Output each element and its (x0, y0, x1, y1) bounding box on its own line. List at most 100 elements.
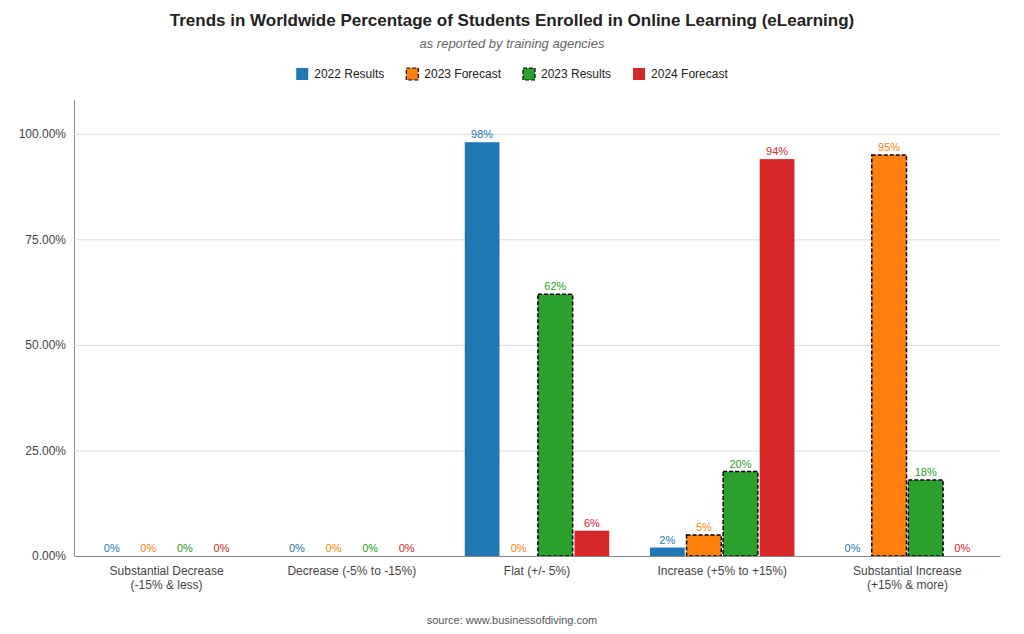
x-tick: Substantial Increase(+15% & more) (853, 564, 962, 592)
legend: 2022 Results 2023 Forecast 2023 Results 202… (296, 67, 728, 81)
bar (723, 472, 758, 556)
x-tick-label-line: Decrease (-5% to -15%) (287, 564, 416, 578)
x-tick-label-line: Substantial Increase (853, 564, 962, 578)
x-tick-label-line: (+15% & more) (867, 578, 948, 592)
y-axis: 0.00% 25.00% 50.00% 75.00% 100.00% (19, 101, 1000, 564)
data-label: 0% (362, 542, 378, 554)
data-label: 6% (584, 517, 600, 529)
data-label: 0% (954, 542, 970, 554)
data-label: 0% (326, 542, 342, 554)
y-tick-label: 0.00% (32, 549, 66, 563)
legend-label: 2023 Forecast (424, 67, 501, 81)
bar (353, 555, 388, 556)
bar (465, 142, 500, 556)
bar (94, 556, 129, 557)
x-tick-label: Decrease (-5% to -15%) (287, 564, 416, 578)
y-tick-label: 75.00% (25, 233, 66, 247)
plot-area: 0.00% 25.00% 50.00% 75.00% 100.00% Substantia… (19, 101, 1001, 592)
title: Trends in Worldwide Percentage of Studen… (170, 11, 855, 30)
bar-series (538, 294, 943, 556)
x-axis-line (75, 556, 1001, 557)
grid-line (74, 345, 1000, 346)
data-label: 94% (766, 145, 788, 157)
bar (872, 155, 907, 556)
bar (168, 555, 203, 556)
x-tick-label: Increase (+5% to +15%) (657, 564, 786, 578)
y-tick-label: 100.00% (19, 127, 67, 141)
x-tick-label: Flat (+/- 5%) (504, 564, 570, 578)
legend-label: 2023 Results (541, 67, 611, 81)
data-label: 0% (177, 542, 193, 554)
bar (908, 480, 943, 556)
source-note: source: www.businessofdiving.com (427, 614, 598, 626)
data-label: 0% (511, 542, 527, 554)
y-tick-label: 50.00% (25, 338, 66, 352)
y-axis-line (74, 101, 75, 557)
data-label: 0% (140, 542, 156, 554)
bar-series (574, 159, 794, 556)
x-tick-label: Substantial Decrease(-15% & less) (110, 564, 224, 592)
bar (501, 555, 536, 556)
legend-item: 2022 Results (296, 67, 384, 81)
x-tick-label-line: Increase (+5% to +15%) (657, 564, 786, 578)
chart-svg: Trends in Worldwide Percentage of Studen… (0, 0, 1024, 634)
grid-line (74, 134, 1000, 135)
bar (945, 556, 980, 557)
data-label: 0% (845, 542, 861, 554)
bar (131, 555, 166, 556)
bar (538, 294, 573, 556)
bar (316, 555, 351, 556)
bar (687, 535, 722, 556)
bar-series (687, 155, 907, 556)
grid-line (74, 450, 1000, 451)
data-label: 2% (659, 534, 675, 546)
bars (465, 142, 943, 556)
chart-container: Trends in Worldwide Percentage of Studen… (0, 0, 1024, 634)
data-label: 0% (399, 542, 415, 554)
data-label: 0% (104, 542, 120, 554)
data-labels: 0% 0% 98% 2% 0% 0% 0% 0% 5% 95% 0% 0% 62% 20% 18% 0% 0% 6… (104, 128, 971, 554)
x-tick-label-line: Substantial Decrease (110, 564, 224, 578)
x-tick-label-line: Flat (+/- 5%) (504, 564, 570, 578)
data-label: 62% (544, 280, 566, 292)
subtitle: as reported by training agencies (419, 36, 605, 51)
data-label: 95% (878, 141, 900, 153)
bar (204, 556, 239, 557)
legend-label: 2022 Results (314, 67, 384, 81)
x-tick-label: Substantial Increase(+15% & more) (853, 564, 962, 592)
legend-label: 2024 Forecast (651, 67, 728, 81)
y-tick: 50.00% (25, 338, 1000, 352)
x-tick-label-line: (-15% & less) (131, 578, 203, 592)
x-axis: Substantial Decrease(-15% & less) Decreas… (75, 557, 1001, 592)
bar (280, 556, 315, 557)
bar (835, 556, 870, 557)
legend-swatch (523, 68, 535, 80)
legend-item: 2024 Forecast (633, 67, 728, 81)
y-tick: 100.00% (19, 127, 1000, 141)
legend-item: 2023 Forecast (406, 67, 501, 81)
data-label: 18% (915, 466, 937, 478)
data-label: 98% (471, 128, 493, 140)
data-label: 5% (696, 521, 712, 533)
legend-item: 2023 Results (523, 67, 611, 81)
x-tick: Flat (+/- 5%) (504, 564, 570, 578)
legend-swatch (633, 68, 645, 80)
x-tick: Substantial Decrease(-15% & less) (110, 564, 224, 592)
legend-swatch (406, 68, 418, 80)
bar (650, 548, 685, 556)
y-tick: 25.00% (25, 444, 1000, 458)
data-label: 0% (289, 542, 305, 554)
grid-line (74, 239, 1000, 240)
bar-series (465, 142, 685, 556)
grid-line (74, 556, 1000, 557)
x-tick: Decrease (-5% to -15%) (287, 564, 416, 578)
y-tick-label: 25.00% (25, 444, 66, 458)
x-tick: Increase (+5% to +15%) (657, 564, 786, 578)
data-label: 0% (214, 542, 230, 554)
bar (574, 531, 609, 556)
bar (760, 159, 795, 556)
bar (389, 556, 424, 557)
legend-swatch (296, 68, 308, 80)
y-tick: 75.00% (25, 233, 1000, 247)
data-label: 20% (729, 458, 751, 470)
